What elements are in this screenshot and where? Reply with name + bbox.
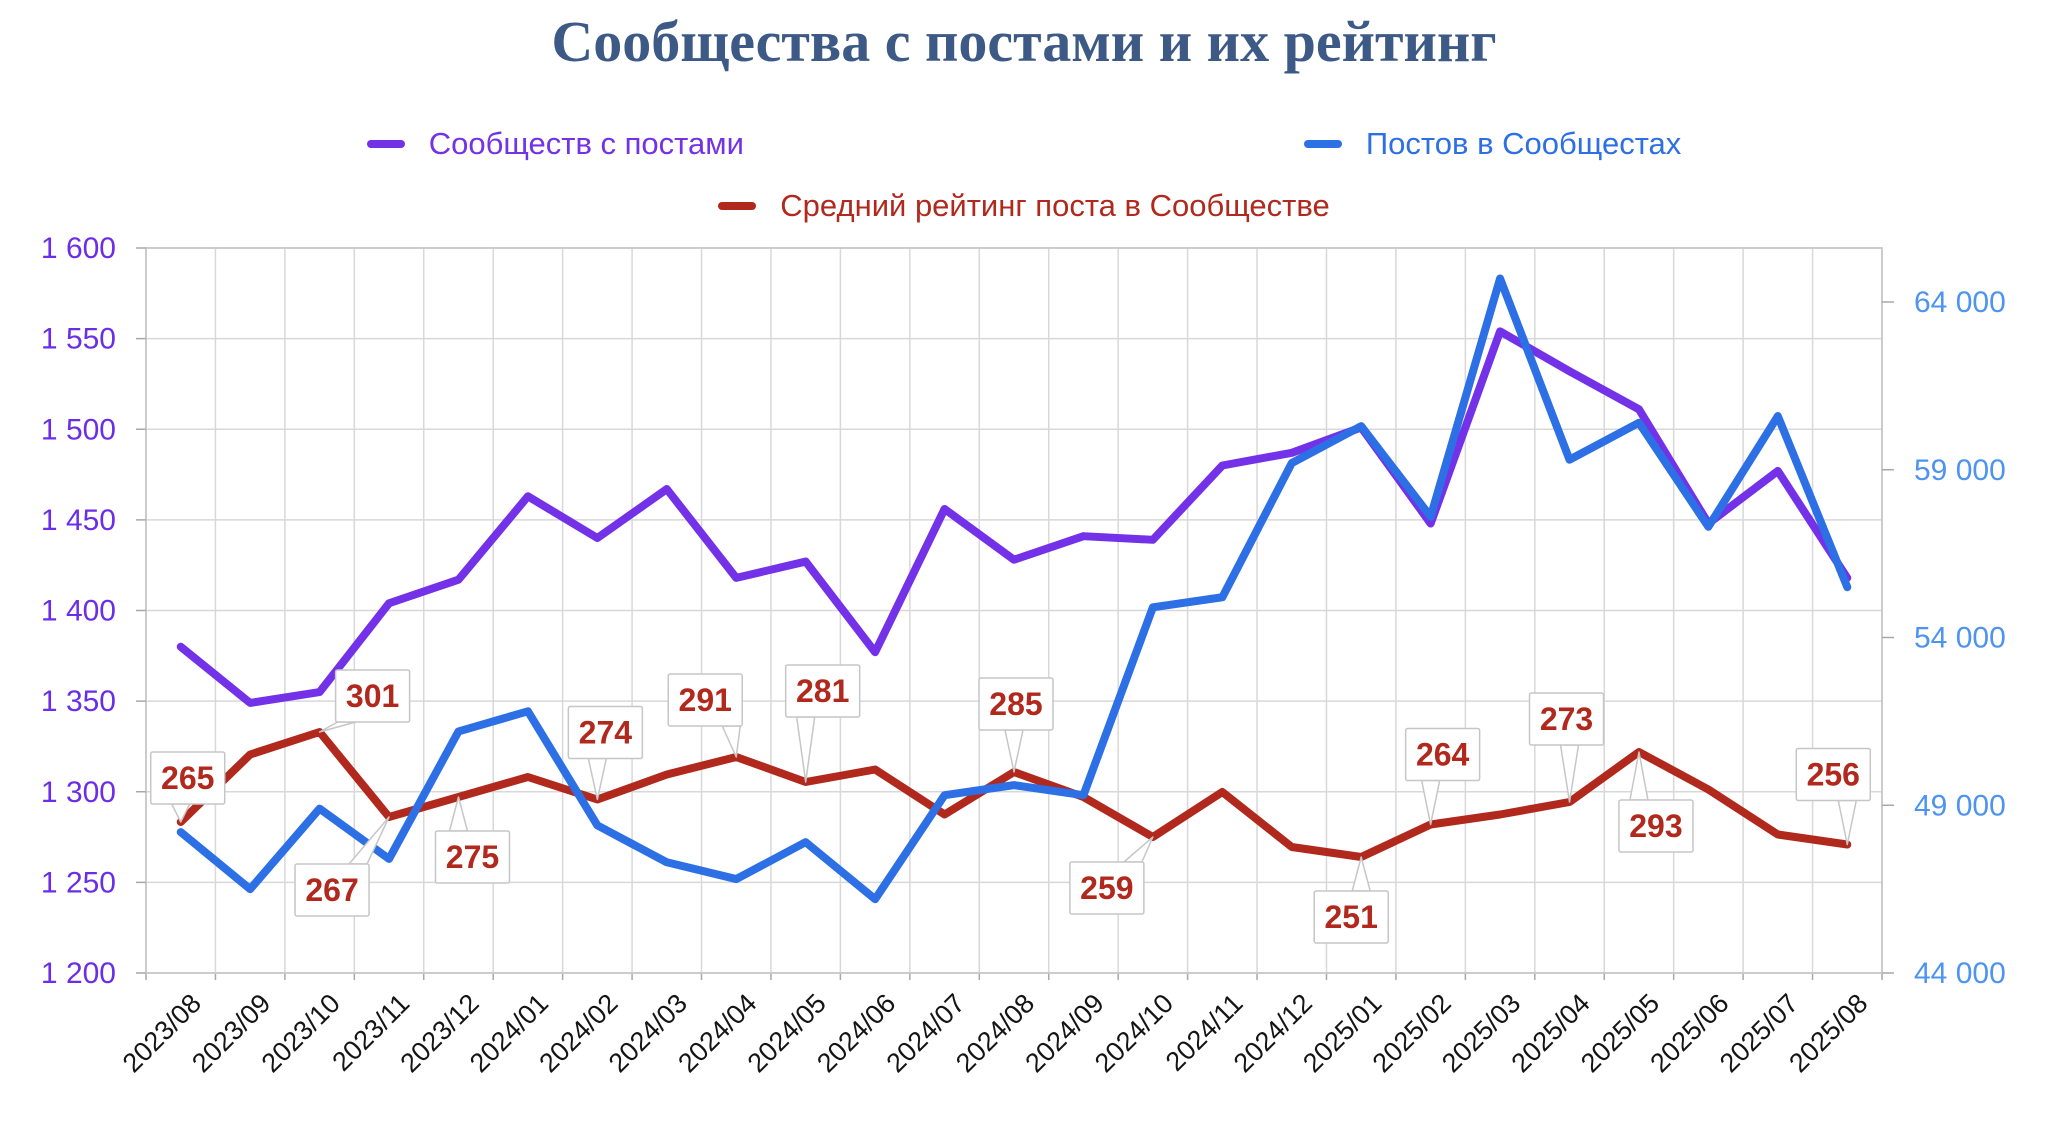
data-label-callout — [1618, 799, 1694, 853]
data-label-callout — [1069, 861, 1145, 915]
legend-swatch-posts-icon — [1303, 140, 1342, 148]
legend-item-posts: Постов в Сообщестах — [1303, 126, 1682, 162]
data-label-value: 275 — [446, 839, 499, 875]
y-axis-label-right: 64 000 — [1914, 286, 2006, 319]
data-label-value: 293 — [1629, 808, 1682, 844]
legend-label-posts: Постов в Сообщестах — [1365, 126, 1682, 161]
callout-pointer — [1420, 779, 1441, 826]
y-axis-label-left: 1 400 — [41, 595, 116, 628]
legend-label-rating: Средний рейтинг поста в Сообществе — [780, 188, 1330, 223]
legend-item-rating: Средний рейтинг поста в Сообществе — [718, 188, 1330, 224]
x-axis-label: 2023/10 — [256, 988, 346, 1078]
data-label-value: 285 — [989, 686, 1042, 722]
y-axis-label-left: 1 350 — [41, 685, 116, 718]
y-axis-label-right: 54 000 — [1914, 622, 2006, 655]
data-label-callout — [434, 830, 511, 884]
legend-row-2: Средний рейтинг поста в Сообществе — [0, 188, 2048, 224]
callout-pointer — [1351, 856, 1371, 892]
callout-pointer — [1837, 799, 1858, 846]
data-label-value: 267 — [305, 872, 358, 908]
legend-label-communities: Сообществ с постами — [428, 126, 744, 161]
data-label-callout — [978, 677, 1054, 731]
x-axis-label: 2025/08 — [1783, 988, 1873, 1078]
y-axis-label-left: 1 500 — [41, 413, 116, 446]
data-label-callout — [567, 705, 644, 760]
data-label-value: 281 — [796, 673, 849, 709]
data-label-callout — [667, 673, 743, 727]
data-label-callout — [334, 669, 411, 723]
callout-pointer — [795, 716, 816, 783]
y-axis-label-left: 1 200 — [41, 957, 116, 990]
y-axis-label-right: 49 000 — [1914, 789, 2006, 822]
x-axis-label: 2024/10 — [1089, 988, 1179, 1078]
y-axis-label-left: 1 250 — [41, 866, 116, 899]
data-label-value: 273 — [1540, 701, 1593, 737]
chart-title: Сообщества с постами и их рейтинг — [551, 9, 1497, 74]
y-axis-label-left: 1 550 — [41, 323, 116, 356]
legend-swatch-communities-icon — [366, 140, 405, 148]
data-label-callout — [1313, 890, 1389, 944]
callout-pointer — [1004, 729, 1024, 773]
series-line-communities — [176, 327, 1852, 707]
data-label-value: 265 — [161, 760, 214, 796]
data-label-value: 256 — [1807, 757, 1860, 793]
legend: Сообществ с постами Постов в Сообщестах — [0, 126, 2048, 162]
y-axis-label-left: 1 300 — [41, 776, 116, 809]
data-label-callout — [1795, 747, 1872, 802]
data-label-value: 274 — [579, 715, 633, 751]
y-axis-label-left: 1 600 — [41, 232, 116, 265]
data-label-callout — [784, 664, 861, 718]
y-axis-label-right: 44 000 — [1914, 957, 2006, 990]
data-label-value: 251 — [1325, 899, 1378, 935]
data-label-value: 291 — [679, 682, 732, 718]
series-line-posts — [176, 274, 1852, 904]
y-axis-label-left: 1 450 — [41, 504, 116, 537]
data-label-value: 264 — [1416, 737, 1470, 773]
callout-pointer — [721, 725, 741, 758]
data-label-value: 259 — [1080, 870, 1133, 906]
data-label-callout — [294, 863, 370, 917]
legend-swatch-rating-icon — [718, 202, 757, 210]
data-label-callout — [1528, 692, 1605, 746]
callout-pointer — [318, 721, 357, 733]
y-axis-label-right: 59 000 — [1914, 454, 2006, 487]
data-label-callout — [1404, 727, 1481, 782]
data-label-callout — [149, 751, 226, 805]
callout-pointer — [1123, 836, 1154, 863]
legend-item-communities: Сообществ с постами — [366, 126, 744, 162]
data-label-value: 301 — [346, 678, 399, 714]
